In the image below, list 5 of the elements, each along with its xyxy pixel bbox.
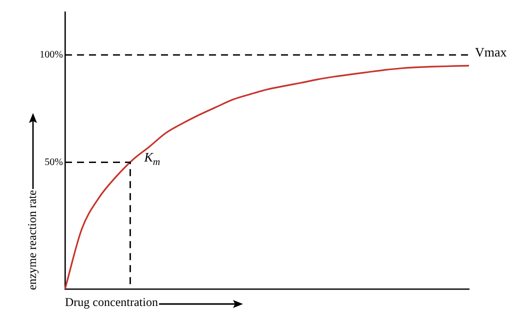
y-axis-title: enzyme reaction rate (25, 190, 40, 290)
y-tick-label: 50% (44, 156, 63, 168)
ref-line-label: Vmax (475, 44, 508, 60)
x-axis-title: Drug concentration (65, 295, 158, 310)
y-tick-label: 100% (40, 50, 63, 61)
